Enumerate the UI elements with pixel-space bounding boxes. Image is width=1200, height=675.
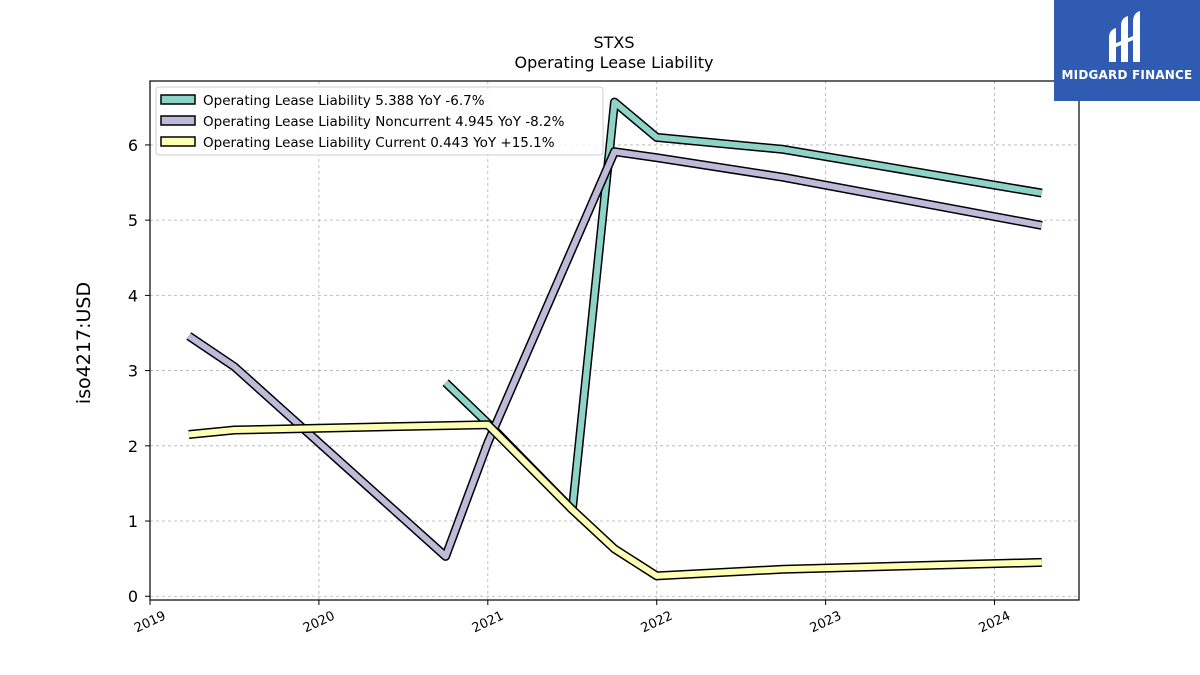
series-lines	[186, 97, 1043, 581]
x-tick-label: 2023	[808, 609, 844, 637]
y-tick-label: 6	[128, 136, 138, 155]
series-line-0	[443, 99, 1043, 513]
series-line-outline-2	[188, 420, 1042, 581]
x-tick-label: 2021	[470, 609, 506, 637]
legend: Operating Lease Liability 5.388 YoY -6.7…	[155, 86, 604, 156]
logo-mark-icon	[1109, 11, 1140, 62]
legend-label-2: Operating Lease Liability Current 0.443 …	[203, 135, 555, 151]
y-tick-label: 5	[128, 211, 138, 230]
legend-label-1: Operating Lease Liability Noncurrent 4.9…	[203, 114, 565, 130]
midgard-finance-logo: MIDGARD FINANCE	[1054, 0, 1200, 101]
series-line-outline-0	[442, 97, 1043, 515]
chart-subtitle: Operating Lease Liability	[514, 53, 713, 72]
series-line-1	[187, 148, 1043, 560]
logo-text: MIDGARD FINANCE	[1061, 68, 1193, 82]
legend-swatch-1	[160, 115, 196, 126]
plot-frame	[149, 80, 1080, 601]
series-line-outline-1	[186, 147, 1043, 561]
legend-box	[155, 86, 604, 156]
x-tick-label: 2020	[301, 609, 337, 637]
series-line-2	[188, 421, 1042, 579]
x-tick-label: 2022	[639, 609, 675, 637]
x-tick-label: 2019	[132, 609, 168, 637]
y-axis-label: iso4217:USD	[73, 282, 95, 404]
y-tick-label: 3	[128, 362, 138, 381]
legend-swatch-0	[160, 94, 196, 105]
x-tick-label: 2024	[977, 609, 1013, 637]
y-tick-label: 1	[128, 512, 138, 531]
y-tick-label: 0	[128, 587, 138, 606]
legend-swatch-2	[160, 136, 196, 147]
chart-title: STXS	[593, 33, 634, 52]
y-tick-label: 2	[128, 437, 138, 456]
legend-label-0: Operating Lease Liability 5.388 YoY -6.7…	[203, 93, 485, 109]
y-tick-label: 4	[128, 286, 138, 305]
